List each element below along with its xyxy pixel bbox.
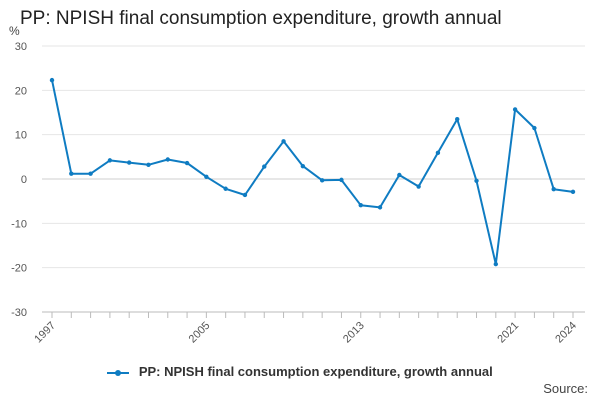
legend[interactable]: PP: NPISH final consumption expenditure,…	[0, 364, 600, 379]
data-point	[570, 189, 576, 195]
data-point	[358, 202, 363, 208]
x-tick-label: 2013	[341, 320, 367, 346]
data-point	[493, 261, 499, 267]
y-tick-label: 20	[15, 85, 27, 97]
grid-lines	[42, 45, 585, 313]
series-layer	[49, 77, 576, 267]
data-point	[281, 139, 286, 144]
x-tick-label: 2024	[553, 320, 579, 346]
data-point	[262, 164, 267, 169]
x-tick-label: 1997	[32, 320, 58, 346]
data-point	[532, 125, 537, 131]
data-point	[435, 150, 441, 156]
data-point	[455, 116, 460, 122]
legend-label: PP: NPISH final consumption expenditure,…	[138, 364, 493, 379]
data-point	[165, 157, 170, 162]
y-tick-label: 30	[15, 41, 27, 53]
y-tick-label: -10	[11, 218, 27, 230]
y-tick-label: -20	[11, 263, 27, 275]
data-point	[184, 160, 190, 166]
data-point	[339, 177, 344, 183]
data-point	[242, 192, 248, 198]
data-point	[204, 174, 209, 179]
legend-swatch	[107, 368, 130, 378]
data-point	[146, 162, 151, 168]
y-axis-tick-labels: 30 20 10 0 -10 -20 -30	[11, 41, 27, 319]
chart-title: PP: NPISH final consumption expenditure,…	[20, 8, 502, 29]
y-tick-label: -30	[11, 307, 27, 319]
data-point	[300, 163, 306, 169]
data-point	[319, 178, 325, 183]
data-point	[223, 186, 228, 191]
data-point	[512, 107, 518, 112]
data-point	[107, 158, 113, 163]
source-label: Source:	[543, 381, 588, 396]
y-tick-label: 0	[21, 174, 27, 186]
data-point	[88, 171, 93, 176]
data-point	[69, 171, 74, 176]
data-point	[474, 178, 479, 183]
data-point	[416, 184, 421, 189]
data-point	[126, 160, 132, 165]
x-tick-label: 2005	[187, 320, 213, 346]
data-point	[551, 186, 556, 192]
y-tick-label: 10	[15, 130, 27, 142]
series-line	[51, 79, 574, 266]
x-axis: 1997 2005 2013 2021 2024	[32, 311, 585, 346]
data-point	[49, 77, 55, 83]
data-point	[377, 205, 383, 210]
data-point	[397, 172, 402, 178]
y-axis-unit-label: %	[9, 24, 20, 38]
x-tick-label: 2021	[495, 320, 521, 346]
